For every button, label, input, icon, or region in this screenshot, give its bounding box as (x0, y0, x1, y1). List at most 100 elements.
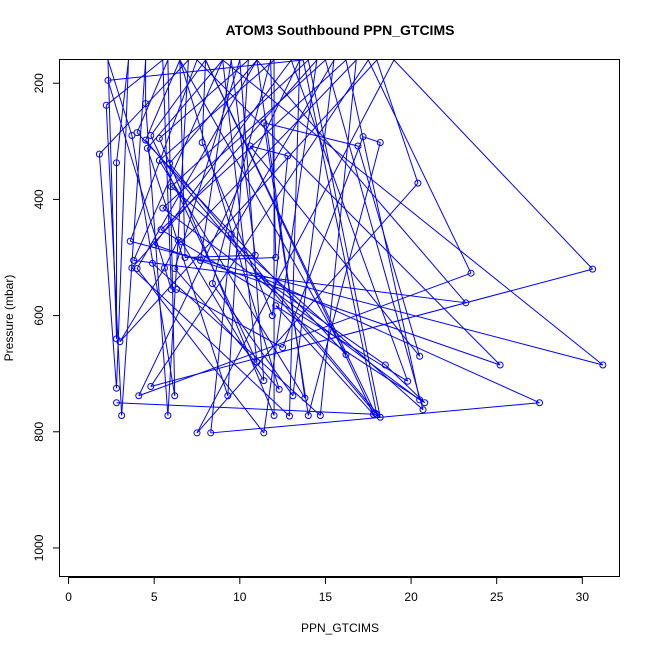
plot-area (95, 60, 607, 437)
series-line-segment (307, 142, 381, 416)
data-point (316, 412, 324, 420)
series-line-segment (160, 229, 408, 382)
data-point (116, 338, 124, 346)
series-line-segment (199, 60, 232, 261)
series-line-segment (385, 364, 426, 404)
series-line-segment (212, 283, 294, 397)
data-point (279, 344, 287, 352)
data-point (133, 265, 141, 273)
data-point (227, 230, 235, 238)
data-point (416, 396, 424, 404)
series-line-segment (249, 145, 288, 157)
series-line-segment (376, 60, 419, 184)
data-point (113, 399, 121, 407)
data-point (275, 385, 283, 393)
data-point (255, 272, 263, 280)
series-line-segment (239, 60, 265, 381)
data-point (251, 251, 259, 259)
y-tick-label: 200 (32, 73, 46, 93)
x-tick-label: 5 (151, 590, 158, 604)
data-point (376, 138, 384, 146)
series-line-segment (288, 60, 301, 417)
series-line-segment (150, 60, 206, 136)
series-line-segment (107, 60, 118, 339)
series-line-segment (205, 60, 374, 415)
series-line-segment (150, 268, 593, 387)
data-point (128, 132, 136, 140)
data-point (196, 256, 204, 264)
data-point (284, 152, 292, 160)
series-line-segment (158, 60, 275, 161)
x-tick-label: 30 (576, 590, 590, 604)
series-line-segment (131, 135, 176, 396)
data-point (178, 238, 186, 246)
series-line-segment (131, 60, 318, 269)
data-point (133, 129, 141, 137)
data-point (102, 101, 110, 109)
data-point (536, 399, 544, 407)
series-line-segment (174, 268, 280, 390)
data-point (118, 412, 126, 420)
data-point (147, 132, 155, 140)
data-point (150, 241, 158, 249)
series-line-segment (116, 60, 130, 389)
series-line-segment (271, 155, 289, 316)
series-line-segment (133, 259, 466, 304)
series-line-segment (256, 60, 467, 304)
data-point (157, 226, 165, 234)
y-axis: 200 400 600 800 1000 (32, 73, 60, 561)
series-line-segment (136, 60, 169, 133)
series-line-segment (270, 60, 277, 258)
y-tick-label: 800 (32, 421, 46, 441)
series-line-segment (107, 60, 133, 136)
series-line-segment (170, 60, 309, 188)
series-line-segment (170, 186, 424, 411)
data-point (381, 361, 389, 369)
series-line-segment (211, 60, 272, 284)
series-line-segment (319, 60, 357, 416)
x-axis-label: PPN_GTCIMS (301, 621, 379, 635)
data-point (359, 133, 367, 141)
data-point (113, 159, 121, 167)
data-point (285, 412, 293, 420)
data-point (143, 144, 151, 152)
series-line-segment (282, 136, 364, 348)
data-point (207, 429, 215, 437)
series-line-segment (146, 60, 224, 149)
data-point (130, 256, 138, 264)
data-point (414, 179, 422, 187)
series-line-segment (393, 60, 593, 270)
x-tick-label: 20 (404, 590, 418, 604)
series-line-segment (275, 305, 426, 404)
series-line-segment (307, 60, 381, 418)
series-line-segment (324, 60, 424, 410)
data-point (113, 384, 121, 392)
series-line-segment (131, 267, 290, 417)
data-point (462, 299, 470, 307)
series-line-segment (201, 142, 273, 316)
data-point (369, 410, 377, 418)
x-tick-label: 0 (65, 590, 72, 604)
series-line-segment (146, 148, 229, 396)
data-point (260, 377, 268, 385)
chart-title: ATOM3 Southbound PPN_GTCIMS (226, 22, 455, 38)
series-line-segment (367, 60, 472, 274)
series-line-segment (129, 60, 198, 242)
series-line-segment (160, 60, 347, 230)
series-line-segment (176, 289, 283, 348)
plot-frame (59, 59, 620, 577)
series-line-segment (230, 60, 335, 235)
y-tick-label: 400 (32, 189, 46, 209)
data-point (160, 264, 168, 272)
series-line-segment (164, 239, 179, 269)
data-point (224, 392, 232, 400)
data-point (135, 392, 143, 400)
series-line-segment (210, 402, 540, 434)
series-line-segment (130, 240, 604, 366)
series-line-segment (138, 60, 301, 396)
series-line-segment (98, 154, 118, 389)
data-point (208, 280, 216, 288)
series-line-segment (121, 60, 147, 416)
series-line-segment (150, 60, 369, 387)
